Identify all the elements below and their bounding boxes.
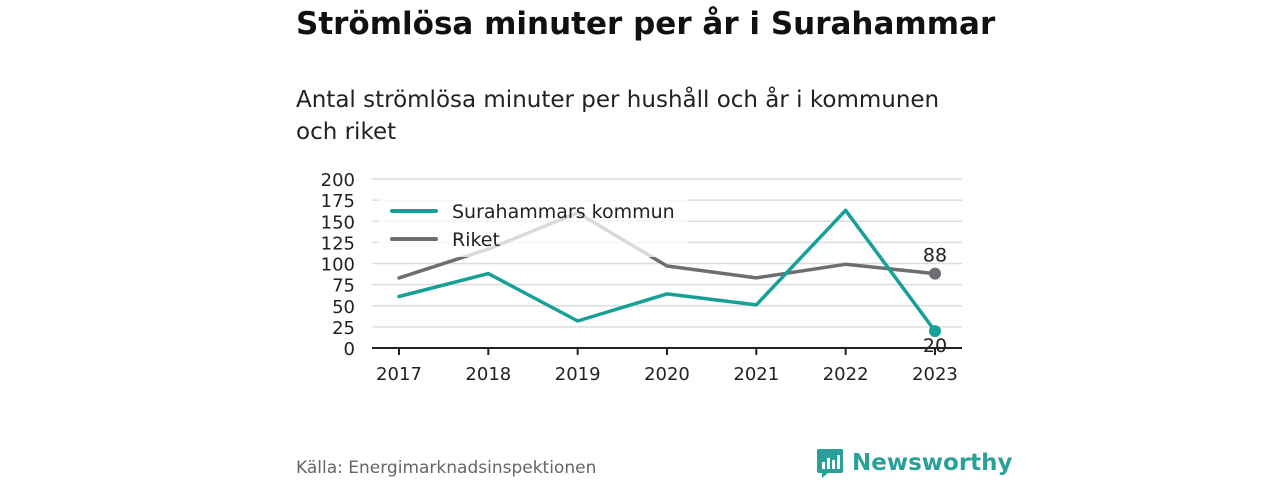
x-tick-label: 2018 [465, 364, 511, 385]
source-note: Källa: Energimarknadsinspektionen [296, 458, 597, 478]
x-tick-label: 2023 [912, 364, 958, 385]
brand-name: Newsworthy [852, 450, 1013, 476]
y-tick-label: 150 [321, 212, 355, 233]
end-label-surahammar: 20 [923, 335, 947, 357]
y-tick-label: 200 [321, 170, 355, 191]
y-tick-label: 0 [344, 339, 355, 360]
newsworthy-logo-icon [817, 449, 843, 478]
chart-subtitle: Antal strömlösa minuter per hushåll och … [296, 87, 940, 145]
x-tick-label: 2019 [555, 364, 601, 385]
x-axis: 2017 2018 2019 2020 2021 2022 2023 [372, 347, 962, 385]
series-line-surahammar [397, 208, 937, 333]
brand-logo: Newsworthy [816, 446, 1013, 480]
y-tick-label: 125 [321, 233, 355, 254]
legend-label: Surahammars kommun [452, 201, 675, 223]
y-tick-label: 75 [332, 276, 355, 297]
legend-label: Riket [452, 229, 500, 251]
y-tick-label: 175 [321, 191, 355, 212]
y-tick-label: 25 [332, 318, 355, 339]
series-end-point [928, 267, 941, 280]
legend-background [378, 193, 688, 257]
legend: Surahammars kommun Riket [378, 193, 688, 257]
series-end-point [928, 325, 941, 338]
y-tick-label: 50 [332, 297, 355, 318]
x-tick-label: 2017 [376, 364, 422, 385]
end-label-riket: 88 [923, 245, 947, 267]
x-tick-label: 2021 [733, 364, 779, 385]
x-tick-label: 2020 [644, 364, 690, 385]
x-tick-label: 2022 [823, 364, 869, 385]
chart-title: Strömlösa minuter per år i Surahammar [296, 6, 996, 42]
y-tick-label: 100 [321, 255, 355, 276]
